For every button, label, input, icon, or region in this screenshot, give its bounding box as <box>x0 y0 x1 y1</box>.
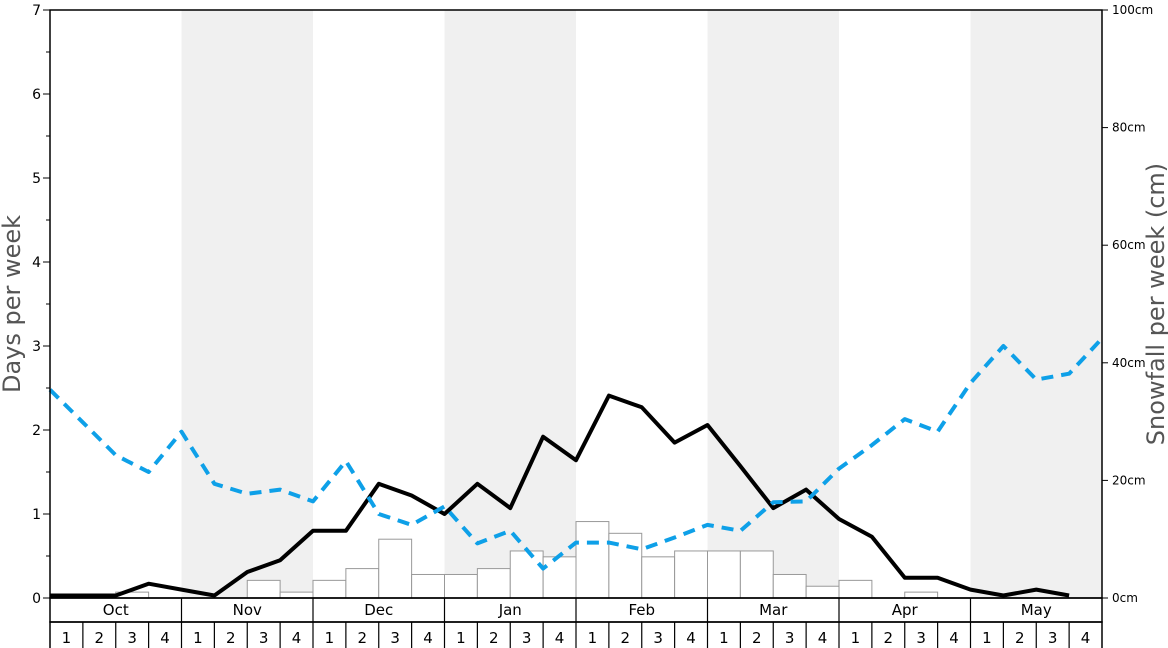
week-label: 2 <box>358 629 368 647</box>
snowfall-bar <box>378 538 413 599</box>
week-label: 3 <box>653 629 663 647</box>
month-label: May <box>1021 601 1052 619</box>
week-label: 4 <box>555 629 565 647</box>
solid-line-series <box>50 393 1070 598</box>
week-label: 4 <box>1081 629 1091 647</box>
week-label: 3 <box>127 629 137 647</box>
snowfall-bars <box>115 521 939 599</box>
snowfall-bar <box>345 568 380 599</box>
week-label: 3 <box>390 629 400 647</box>
y-left-tick-label: 0 <box>32 591 41 607</box>
week-label: 1 <box>62 629 72 647</box>
week-label: 3 <box>785 629 795 647</box>
y-left-tick-label: 5 <box>32 171 41 187</box>
week-label: 2 <box>489 629 499 647</box>
snowfall-bar <box>279 591 314 599</box>
week-label: 4 <box>160 629 170 647</box>
week-label: 4 <box>292 629 302 647</box>
snowfall-bar <box>772 573 807 599</box>
week-label: 1 <box>456 629 466 647</box>
month-shade-may <box>970 10 1102 598</box>
week-label: 2 <box>752 629 762 647</box>
week-label: 4 <box>686 629 696 647</box>
month-label: Apr <box>892 601 919 619</box>
y-left-tick-label: 3 <box>32 339 41 355</box>
month-label: Oct <box>103 601 129 619</box>
snowfall-bar <box>509 550 544 599</box>
y-right-tick-label: 80cm <box>1112 121 1146 135</box>
snowfall-bar <box>674 550 708 599</box>
week-label: 1 <box>588 629 598 647</box>
week-label: 1 <box>719 629 729 647</box>
snowfall-bar <box>476 568 511 599</box>
week-label: 1 <box>982 629 992 647</box>
week-label: 4 <box>949 629 959 647</box>
month-label: Jan <box>498 601 522 619</box>
snowfall-bar <box>444 573 478 599</box>
week-label: 1 <box>193 629 203 647</box>
week-label: 3 <box>259 629 269 647</box>
week-label: 1 <box>325 629 335 647</box>
week-label: 2 <box>226 629 236 647</box>
week-label: 2 <box>1015 629 1025 647</box>
week-label: 4 <box>818 629 828 647</box>
month-label: Mar <box>759 601 788 619</box>
snowfall-bar <box>838 579 873 599</box>
y-left-tick-label: 1 <box>32 507 41 523</box>
week-label: 3 <box>916 629 926 647</box>
y-right-tick-label: 20cm <box>1112 473 1146 487</box>
y-right-tick-label: 100cm <box>1112 3 1153 17</box>
week-label: 3 <box>1048 629 1058 647</box>
month-shading <box>181 10 1102 598</box>
week-label: 2 <box>884 629 894 647</box>
snowfall-bar <box>641 556 676 599</box>
snowfall-bar <box>904 591 939 599</box>
snowfall-bar <box>575 521 610 599</box>
month-shade-nov <box>181 10 313 598</box>
week-label: 2 <box>621 629 631 647</box>
y-left-tick-label: 4 <box>32 255 41 271</box>
week-label: 3 <box>522 629 532 647</box>
month-label: Dec <box>364 601 393 619</box>
y-axis-left-title: Days per week <box>0 215 26 393</box>
month-shade-jan <box>444 10 576 598</box>
y-axis-right-title: Snowfall per week (cm) <box>1142 163 1168 445</box>
week-label: 1 <box>851 629 861 647</box>
plot-frame: Oct 1 2 3 4 Nov 1 2 3 4 Dec 1 2 3 4 Jan 1 2 3 4 Feb 1 2 3 4 Mar 1 2… <box>49 9 1103 648</box>
snowfall-bar <box>739 550 774 599</box>
y-right-tick-label: 60cm <box>1112 238 1146 252</box>
y-right-tick-label: 40cm <box>1112 356 1146 370</box>
y-left-tick-label: 6 <box>32 87 41 103</box>
month-label: Nov <box>233 601 262 619</box>
axes: 0 1 2 3 4 5 6 7 0cm 20cm 40cm 60cm 80cm 100cm <box>32 3 1153 607</box>
y-right-tick-label: 0cm <box>1112 591 1138 605</box>
snowfall-bar <box>411 573 445 599</box>
y-left-tick-label: 7 <box>32 3 41 19</box>
y-left-tick-label: 2 <box>32 423 41 439</box>
week-label: 4 <box>423 629 433 647</box>
week-label: 2 <box>95 629 105 647</box>
day-lines <box>48 337 1104 598</box>
month-label: Feb <box>628 601 655 619</box>
snowfall-bar <box>312 579 347 599</box>
snowfall-bar <box>542 556 577 599</box>
snowfall-bar <box>805 585 840 599</box>
dashed-line-series <box>48 337 1104 571</box>
snowfall-bar <box>246 579 281 599</box>
snowfall-bar <box>707 550 741 599</box>
